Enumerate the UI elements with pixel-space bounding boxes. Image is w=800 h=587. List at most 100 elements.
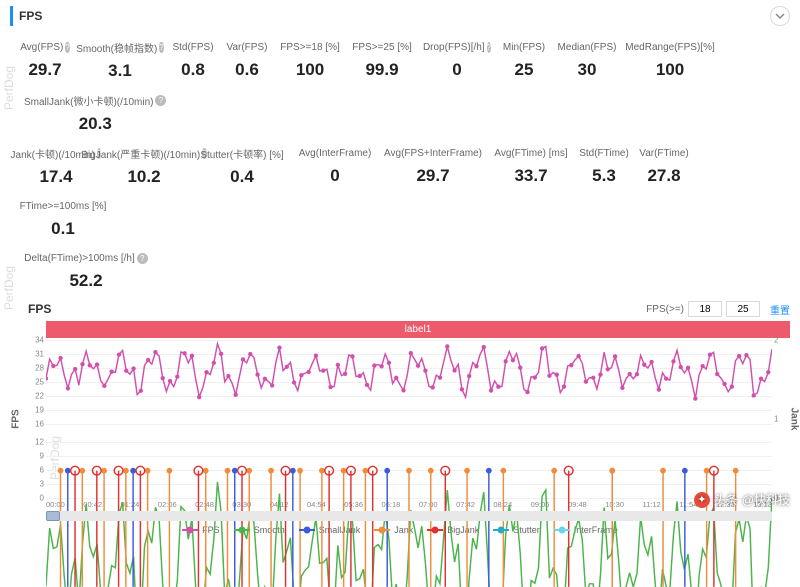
legend-swatch [234,529,250,531]
stat-label: BigJank(严重卡顿)(/10min)? [104,146,184,161]
stat-cell: Median(FPS)30 [552,36,622,89]
stat-value: 5.3 [582,166,626,186]
stat-label: Std(FPS) [174,40,212,54]
y-tick: 16 [35,419,44,428]
stat-cell: Avg(InterFrame) 0 [292,142,378,195]
y-axis-left-label: FPS [11,409,22,428]
stat-cell: MedRange(FPS)[%]100 [622,36,718,89]
stat-value: 99.9 [354,60,410,80]
stat-label: FTime>=100ms [%] [24,199,102,213]
legend-swatch [427,529,443,531]
help-icon[interactable]: ? [155,95,166,106]
y-tick: 9 [40,452,44,461]
y-tick: 28 [35,363,44,372]
stat-value: 3.1 [82,61,158,81]
filter-high-input[interactable] [726,301,760,317]
legend-swatch [493,529,509,531]
stat-value: 0 [426,60,488,80]
legend-swatch [299,529,315,531]
stat-cell: Avg(FPS)? 29.7 [16,36,74,89]
stat-value: 29.7 [386,166,480,186]
stat-label: Avg(FPS)? [24,40,66,54]
stat-label: Stutter(卡顿率) [%] [200,146,284,161]
stat-cell: Avg(FTime) [ms]33.7 [488,142,574,195]
help-icon[interactable]: ? [137,253,148,264]
y-tick-r: 1 [774,415,786,424]
legend-swatch [374,529,390,531]
chart-plot[interactable]: PerfDog FPS Jank 03691216192225283134 01… [46,340,772,498]
stat-label: Avg(FPS+InterFrame) [386,146,480,160]
fps-filter: FPS(>=) 重置 [646,301,790,317]
help-icon[interactable]: ? [487,42,491,53]
time-scrollbar[interactable] [46,511,772,521]
stat-cell: Std(FTime)5.3 [574,142,634,195]
help-icon[interactable]: ? [65,42,69,53]
stat-cell: Drop(FPS)[/h]? 0 [418,36,496,89]
stat-value: 25 [504,60,544,80]
stat-label: Var(FTime) [642,146,686,160]
chart-title: FPS [28,302,51,316]
stat-cell: Min(FPS) 25 [496,36,552,89]
y-tick: 3 [40,480,44,489]
stat-cell: Avg(FPS+InterFrame) 29.7 [378,142,488,195]
stat-label: Median(FPS) [560,40,614,54]
stat-value: 0 [300,166,370,186]
stat-cell: FPS>=18 [%]100 [274,36,346,89]
y-tick: 22 [35,391,44,400]
stat-label: Jank(卡顿)(/10min)? [24,146,88,161]
stat-label: SmallJank(微小卡顿)(/10min)? [24,93,166,108]
stat-value: 0.8 [174,60,212,80]
stat-cell: BigJank(严重卡顿)(/10min)? 10.2 [96,142,192,195]
legend-swatch [182,529,198,531]
stat-cell: Delta(FTime)>100ms [/h]?52.2 [16,247,156,299]
scroll-thumb[interactable] [46,511,60,521]
help-icon[interactable]: ? [159,42,163,53]
section-title: FPS [19,9,42,23]
stats-row-3: Delta(FTime)>100ms [/h]?52.2 [10,247,790,299]
y-tick: 19 [35,405,44,414]
filter-label: FPS(>=) [646,304,684,315]
y-tick: 0 [40,494,44,503]
stat-cell: Var(FPS) 0.6 [220,36,274,89]
y-ticks-left: 03691216192225283134 [24,340,44,498]
source-icon: ✦ [694,492,710,508]
stat-value: 0.6 [228,60,266,80]
stat-cell: FPS>=25 [%] 99.9 [346,36,418,89]
stat-label: Drop(FPS)[/h]? [426,40,488,54]
stat-value: 0.1 [24,219,102,239]
stats-row-1: Avg(FPS)? 29.7 Smooth(稳帧指数)?3.1 Std(FPS) 0.8… [10,36,790,142]
filter-low-input[interactable] [688,301,722,317]
legend-swatch [554,529,570,531]
y-axis-right-label: Jank [789,408,800,431]
y-tick: 6 [40,466,44,475]
stat-value: 100 [282,60,338,80]
stat-label: Avg(InterFrame) [300,146,370,160]
y-tick: 31 [35,349,44,358]
chevron-down-icon [775,11,785,21]
stat-value: 29.7 [24,60,66,80]
credit-prefix: 头条 [714,491,738,508]
stat-cell: Stutter(卡顿率) [%] 0.4 [192,142,292,195]
stats-row-2: Jank(卡顿)(/10min)? 17.4 BigJank(严重卡顿)(/10mi… [10,142,790,247]
y-tick: 34 [35,336,44,345]
y-ticks-right: 012 [774,340,786,498]
stat-value: 17.4 [24,167,88,187]
stat-label: FPS>=25 [%] [354,40,410,54]
stat-value: 27.8 [642,166,686,186]
stat-label: Min(FPS) [504,40,544,54]
chart-series [46,340,772,587]
chart-banner: label1 [46,321,790,338]
stat-value: 52.2 [24,271,148,291]
stat-cell: Var(FTime) 27.8 [634,142,694,195]
stat-label: Var(FPS) [228,40,266,54]
stat-value: 0.4 [200,167,284,187]
stat-label: MedRange(FPS)[%] [630,40,710,54]
credit-name: @快科技 [742,491,790,508]
stat-value: 20.3 [24,114,166,134]
stat-cell: FTime>=100ms [%] 0.1 [16,195,110,247]
stat-label: Avg(FTime) [ms] [496,146,566,160]
reset-button[interactable]: 重置 [770,302,790,317]
collapse-button[interactable] [770,6,790,26]
stat-cell: Smooth(稳帧指数)?3.1 [74,36,166,89]
stat-value: 10.2 [104,167,184,187]
